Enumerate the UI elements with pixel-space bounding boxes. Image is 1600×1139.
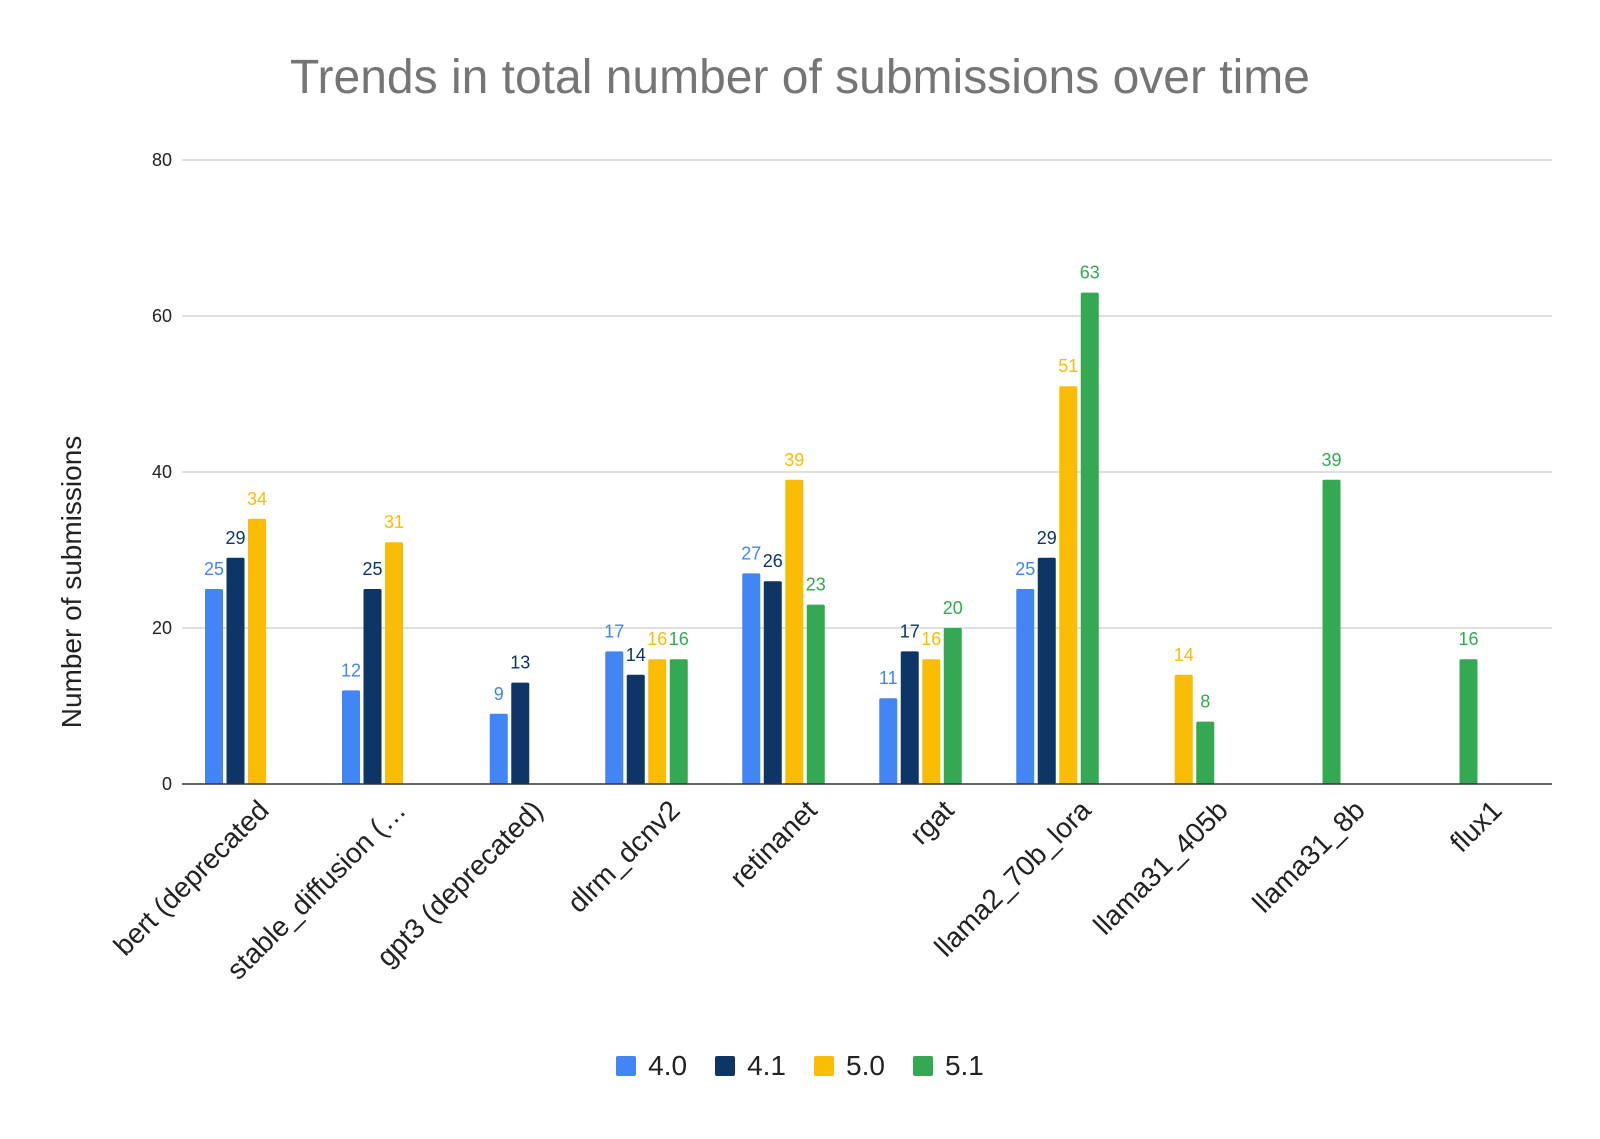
data-label: 39 (784, 450, 804, 470)
bar-4-0 (489, 713, 508, 784)
y-tick-label: 20 (152, 618, 172, 638)
bar-5-1 (1459, 659, 1478, 784)
data-label: 17 (900, 621, 920, 641)
bar-4-1 (1037, 557, 1056, 784)
legend-label: 4.0 (648, 1050, 688, 1081)
legend-item: 4.0 (616, 1050, 687, 1082)
data-label: 63 (1080, 263, 1100, 283)
data-label: 13 (510, 653, 530, 673)
legend-swatch (715, 1056, 736, 1076)
data-label: 17 (604, 621, 624, 641)
bar-4-1 (626, 674, 645, 784)
x-tick-label: rgat (904, 794, 960, 850)
legend-label: 5.1 (944, 1050, 984, 1081)
data-label: 20 (943, 598, 963, 618)
bar-5-1 (1196, 721, 1215, 784)
legend-swatch (912, 1056, 933, 1076)
bar-5-0 (1059, 386, 1078, 784)
bar-5-0 (385, 542, 403, 784)
bar-4-0 (605, 651, 624, 784)
data-label: 29 (1037, 528, 1057, 548)
bar-4-0 (879, 698, 898, 784)
bar-5-0 (922, 659, 941, 784)
x-tick-label: retinanet (724, 794, 823, 893)
y-tick-label: 0 (162, 774, 172, 794)
legend-item: 5.1 (912, 1050, 984, 1082)
bar-4-0 (205, 589, 223, 784)
data-label: 9 (494, 684, 504, 704)
bar-4-1 (900, 651, 919, 784)
data-label: 16 (921, 629, 941, 649)
data-label: 8 (1200, 692, 1210, 712)
legend-swatch (814, 1056, 834, 1076)
bar-4-0 (342, 690, 360, 784)
data-label: 16 (669, 629, 689, 649)
y-tick-label: 40 (152, 462, 172, 482)
data-label: 34 (247, 489, 267, 509)
bar-5-0 (785, 479, 804, 784)
legend-label: 4.1 (747, 1050, 786, 1081)
x-tick-label: llama31_8b (1246, 794, 1370, 918)
y-tick-label: 60 (152, 306, 172, 326)
bar-4-1 (511, 682, 530, 784)
data-label: 31 (384, 512, 404, 532)
x-tick-label: llama31_405b (1087, 794, 1233, 940)
y-tick-label: 80 (152, 150, 172, 170)
data-label: 25 (204, 559, 224, 579)
legend-item: 4.1 (715, 1050, 786, 1082)
legend: 4.0 4.1 5.0 5.1 (0, 1050, 1600, 1082)
data-label: 23 (806, 575, 826, 595)
bar-5-0 (1174, 674, 1193, 784)
chart-title: Trends in total number of submissions ov… (290, 51, 1310, 104)
bar-5-1 (1322, 479, 1341, 784)
bar-5-0 (248, 518, 266, 784)
bar-4-1 (763, 581, 782, 784)
data-label: 39 (1321, 450, 1341, 470)
legend-item: 5.0 (814, 1050, 885, 1082)
legend-label: 5.0 (846, 1050, 885, 1081)
bar-5-0 (648, 659, 667, 784)
data-label: 11 (879, 668, 898, 688)
data-label: 51 (1058, 356, 1078, 376)
data-label: 26 (763, 551, 783, 571)
bar-5-1 (943, 628, 962, 784)
x-tick-label: dlrm_dcnv2 (561, 794, 685, 918)
data-label: 14 (1174, 645, 1194, 665)
data-label: 27 (741, 543, 761, 563)
data-label: 16 (647, 629, 667, 649)
data-label: 14 (626, 645, 646, 665)
x-tick-label: flux1 (1444, 794, 1508, 858)
bar-4-1 (363, 589, 382, 784)
data-label: 29 (225, 528, 245, 548)
legend-swatch (616, 1056, 637, 1076)
bar-4-0 (1016, 589, 1035, 784)
data-label: 16 (1458, 629, 1478, 649)
data-label: 25 (1015, 559, 1035, 579)
bar-5-1 (806, 604, 825, 784)
bar-5-1 (669, 659, 688, 784)
data-label: 12 (341, 660, 361, 680)
bar-4-0 (742, 573, 761, 784)
data-label: 25 (362, 559, 382, 579)
bars (205, 292, 1478, 784)
bar-5-1 (1080, 292, 1099, 784)
bar-4-1 (226, 557, 245, 784)
